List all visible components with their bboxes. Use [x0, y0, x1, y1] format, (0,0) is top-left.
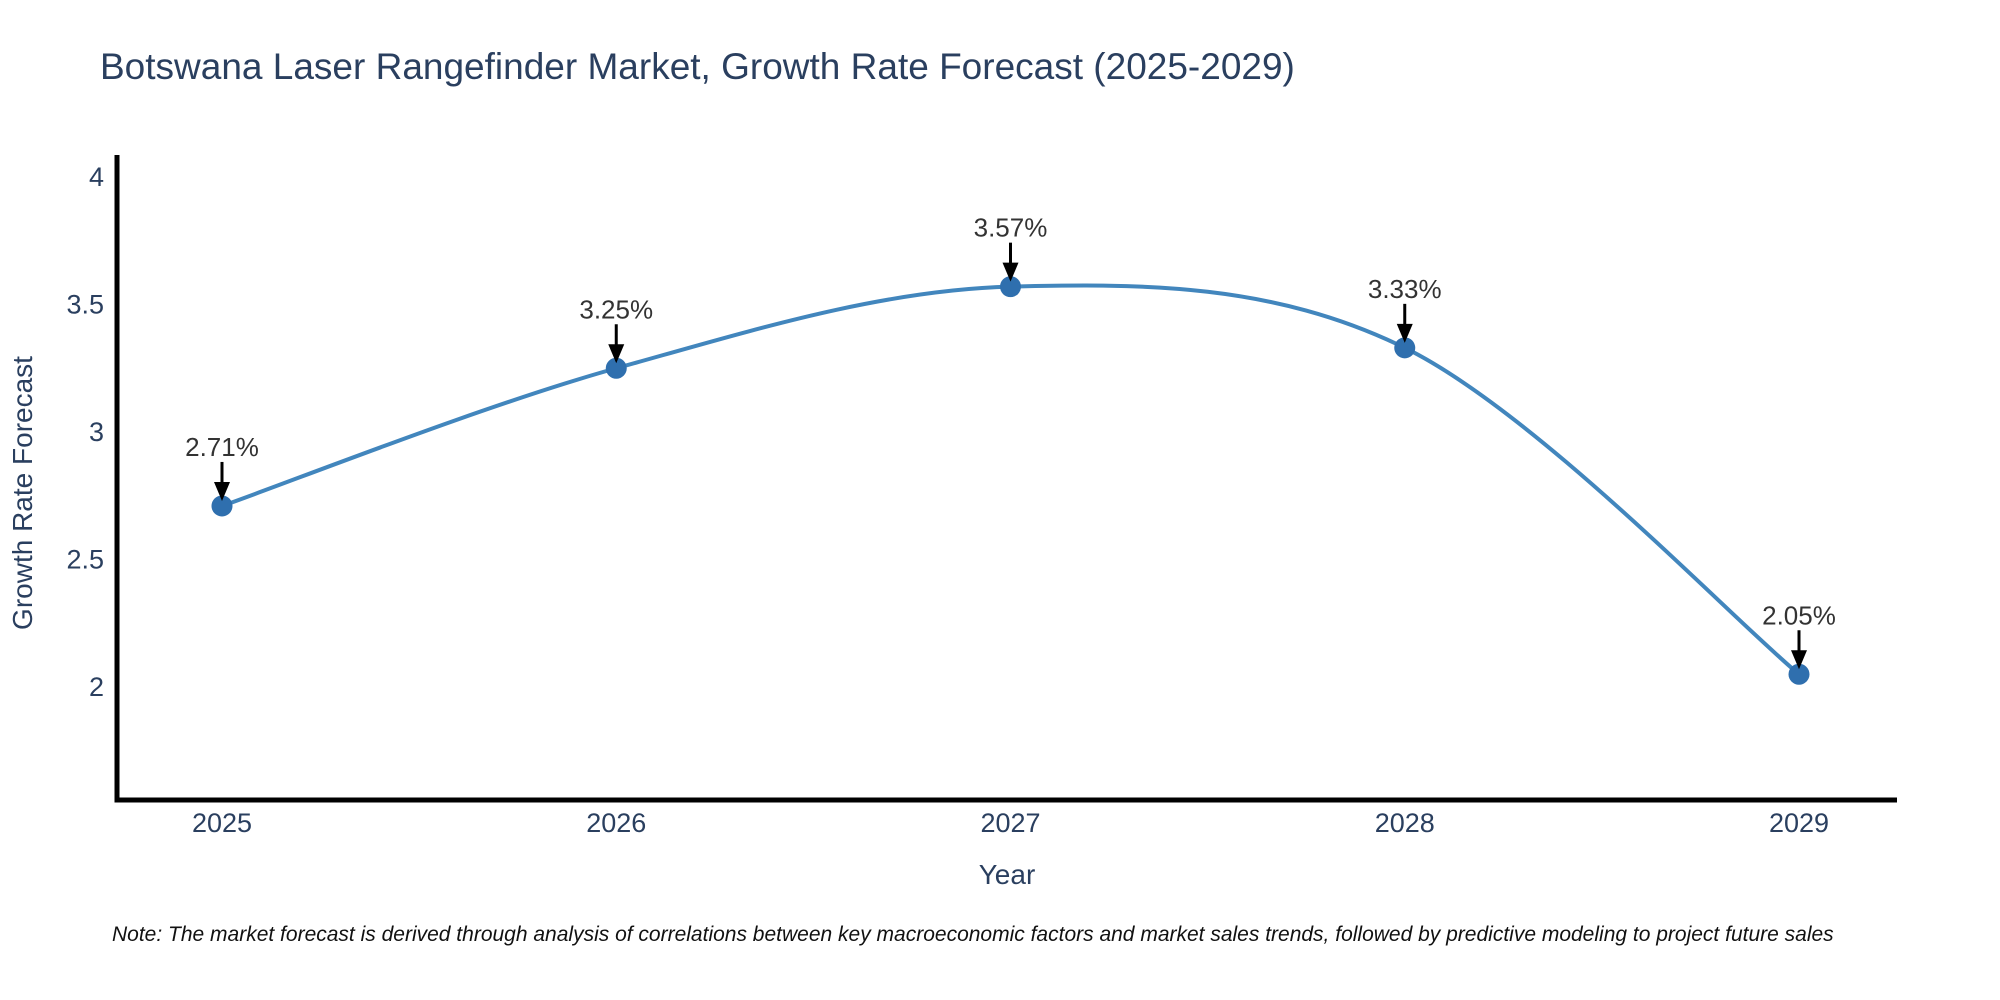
data-point-marker [211, 495, 233, 517]
x-axis-title: Year [979, 859, 1036, 890]
point-annotation: 3.25% [579, 294, 653, 364]
point-annotation-label: 3.57% [974, 213, 1048, 243]
annotation-arrowhead-icon [1396, 323, 1413, 343]
y-axis-ticks: 2 2.5 3 3.5 4 [66, 162, 104, 702]
data-point-marker [1788, 663, 1810, 685]
data-point-marker [605, 357, 627, 379]
point-annotation-label: 2.05% [1762, 600, 1836, 630]
annotation-arrowhead-icon [1791, 650, 1807, 670]
series-line [220, 283, 1801, 677]
y-tick-label: 2.5 [66, 545, 104, 575]
point-annotation: 3.57% [974, 213, 1048, 282]
point-annotation: 2.05% [1762, 600, 1836, 670]
point-annotations: 2.71% 3.25% 3.57% 3.33% 2.05% [185, 213, 1836, 670]
y-tick-label: 4 [89, 162, 104, 192]
annotation-arrowhead-icon [1002, 262, 1019, 282]
x-tick-label: 2026 [586, 808, 646, 838]
annotation-arrowhead-icon [214, 481, 230, 501]
y-axis-title: Growth Rate Forecast [7, 356, 38, 630]
point-annotation: 2.71% [185, 432, 259, 501]
point-annotation: 3.33% [1368, 274, 1442, 343]
chart-title: Botswana Laser Rangefinder Market, Growt… [100, 46, 1295, 87]
x-axis-ticks: 2025 2026 2027 2028 2029 [192, 808, 1829, 838]
point-annotation-label: 3.33% [1368, 274, 1442, 304]
x-tick-label: 2029 [1769, 808, 1829, 838]
data-point-marker [1000, 276, 1021, 298]
annotation-arrowhead-icon [608, 344, 625, 364]
point-annotation-label: 2.71% [185, 432, 259, 462]
point-annotation-label: 3.25% [579, 294, 653, 324]
footnote: Note: The market forecast is derived thr… [112, 923, 1834, 946]
series-markers [211, 276, 1810, 685]
y-tick-label: 2 [89, 672, 104, 702]
y-tick-label: 3.5 [66, 290, 104, 320]
y-tick-label: 3 [89, 417, 104, 447]
x-tick-label: 2025 [192, 808, 252, 838]
x-tick-label: 2028 [1375, 808, 1435, 838]
data-point-marker [1394, 337, 1416, 359]
x-tick-label: 2027 [980, 808, 1040, 838]
